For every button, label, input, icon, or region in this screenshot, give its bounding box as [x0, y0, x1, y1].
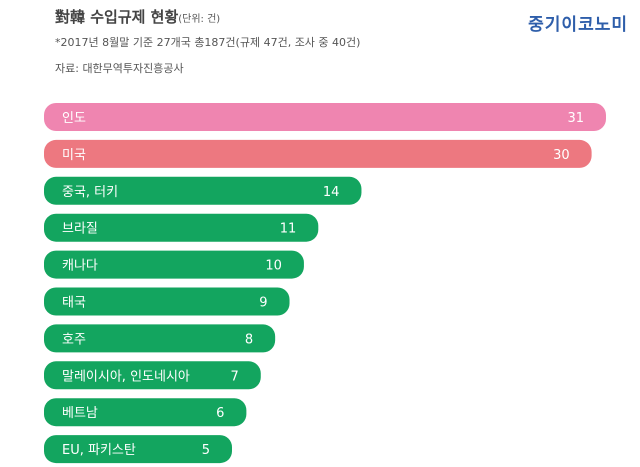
source-label: 자료: 대한무역투자진흥공사 [55, 62, 184, 75]
bar [44, 435, 232, 464]
chart-header: 對韓 수입규제 현황(단위: 건) *2017년 8월말 기준 27개국 총18… [55, 0, 640, 80]
unit-label: (단위: 건) [178, 14, 221, 25]
bar-group: 미국 30 [44, 139, 592, 168]
bar-value-label: 30 [553, 148, 570, 163]
bar-category-label: 호주 [62, 332, 86, 347]
bar-value-label: 6 [216, 406, 224, 421]
bar-value-label: 11 [280, 222, 297, 237]
bar-category-label: 미국 [62, 148, 86, 163]
bar-category-label: 브라질 [62, 222, 98, 237]
bar-group: EU, 파키스탄 5 [44, 435, 232, 464]
bar [44, 176, 362, 205]
bar-group: 태국 9 [44, 287, 290, 316]
bar-group: 베트남 6 [44, 398, 247, 427]
bar [44, 139, 592, 168]
bar [44, 213, 319, 242]
chart-title: 對韓 수입규제 현황(단위: 건) [55, 6, 220, 27]
title-text: 對韓 수입규제 현황 [55, 8, 179, 26]
bar-value-label: 14 [323, 185, 340, 200]
bar-group: 인도 31 [44, 103, 606, 131]
bar-category-label: 태국 [62, 296, 86, 311]
footnote: *2017년 8월말 기준 27개국 총187건(규제 47건, 조사 중 40… [55, 36, 361, 49]
brand-logo: 중기이코노미 [528, 15, 628, 35]
bar-category-label: EU, 파키스탄 [62, 443, 136, 458]
bar-value-label: 31 [567, 111, 584, 126]
bar [44, 324, 276, 353]
bar-group: 캐나다 10 [44, 250, 304, 279]
bar-group: 호주 8 [44, 324, 276, 353]
bar-group: 중국, 터키 14 [44, 176, 362, 205]
bar-group: 말레이시아, 인도네시아 7 [44, 361, 261, 390]
bar-category-label: 베트남 [62, 406, 98, 421]
bar-value-label: 8 [245, 332, 253, 347]
bar [44, 103, 606, 131]
bar-value-label: 9 [259, 296, 267, 311]
bar [44, 398, 247, 427]
bar-value-label: 5 [202, 443, 210, 458]
bar-category-label: 캐나다 [62, 259, 98, 274]
bar [44, 361, 261, 390]
bar-category-label: 말레이시아, 인도네시아 [62, 369, 190, 384]
bar-category-label: 중국, 터키 [62, 185, 118, 200]
bar-category-label: 인도 [62, 111, 86, 126]
bar-group: 브라질 11 [44, 213, 319, 242]
bar-value-label: 10 [265, 259, 282, 274]
bar-value-label: 7 [230, 369, 238, 384]
bar [44, 287, 290, 316]
bar [44, 250, 304, 279]
